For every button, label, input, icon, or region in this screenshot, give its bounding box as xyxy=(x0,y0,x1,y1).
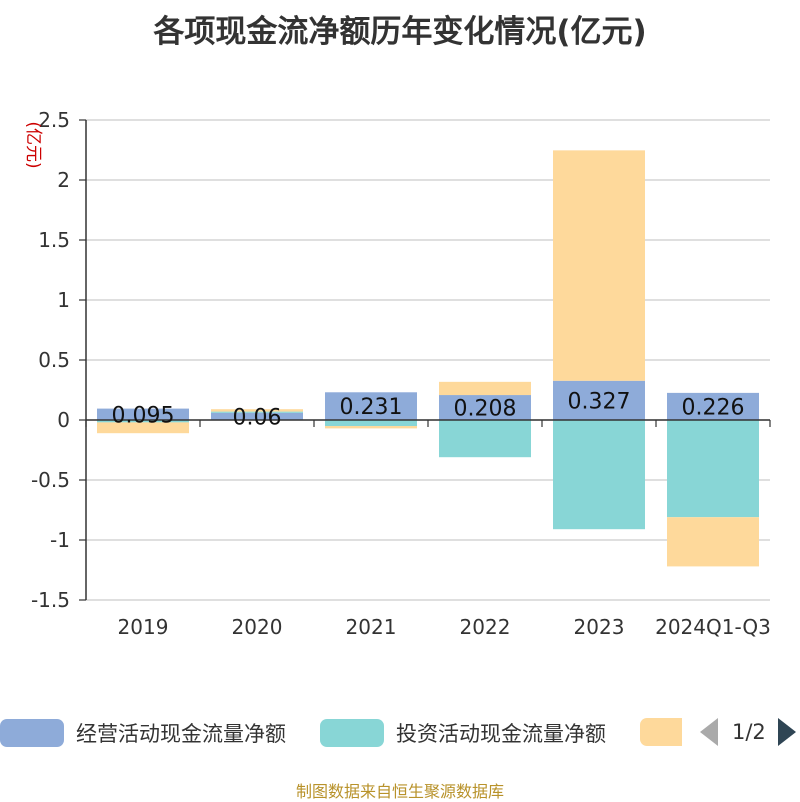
x-tick-label: 2019 xyxy=(118,615,169,639)
x-tick-label: 2022 xyxy=(460,615,511,639)
y-tick-label: -0.5 xyxy=(31,468,70,492)
y-tick-label: 0.5 xyxy=(38,348,70,372)
bar-series-2-2019[interactable] xyxy=(97,422,189,434)
bar-series-1-2020[interactable] xyxy=(211,411,303,413)
y-tick-label: 1 xyxy=(57,288,70,312)
legend: 经营活动现金流量净额 投资活动现金流量净额 1/2 xyxy=(0,716,800,756)
bar-series-0-2021[interactable] xyxy=(325,392,417,420)
bar-series-1-2019[interactable] xyxy=(97,420,189,423)
data-label: 0.095 xyxy=(112,403,175,428)
bar-series-0-2020[interactable] xyxy=(211,412,303,420)
legend-item-operating[interactable]: 经营活动现金流量净额 xyxy=(0,718,286,748)
bar-series-0-2022[interactable] xyxy=(439,395,531,420)
x-tick-label: 2024Q1-Q3 xyxy=(655,615,771,639)
y-tick-label: 1.5 xyxy=(38,228,70,252)
legend-prev-page-icon[interactable] xyxy=(700,718,718,746)
bar-series-1-2024Q1-Q3[interactable] xyxy=(667,420,759,518)
data-label: 0.06 xyxy=(233,405,282,430)
bar-series-1-2023[interactable] xyxy=(553,420,645,530)
bar-series-2-2020[interactable] xyxy=(211,409,303,412)
legend-pager: 1/2 xyxy=(700,718,796,746)
x-tick-label: 2021 xyxy=(346,615,397,639)
legend-item-financing[interactable] xyxy=(640,718,682,746)
chart-title: 各项现金流净额历年变化情况(亿元) xyxy=(153,14,647,50)
y-tick-label: 2.5 xyxy=(38,108,70,132)
bar-series-2-2023[interactable] xyxy=(553,150,645,381)
y-axis-title: (亿元) xyxy=(23,121,43,168)
data-label: 0.231 xyxy=(340,395,403,420)
y-tick-label: -1.5 xyxy=(31,588,70,612)
bar-series-0-2024Q1-Q3[interactable] xyxy=(667,392,759,420)
bar-series-2-2024Q1-Q3[interactable] xyxy=(667,517,759,567)
legend-label-operating: 经营活动现金流量净额 xyxy=(76,722,286,746)
legend-swatch-investing xyxy=(320,719,384,747)
bar-series-0-2019[interactable] xyxy=(97,408,189,420)
y-tick-label: 0 xyxy=(57,408,70,432)
data-label: 0.208 xyxy=(454,397,517,422)
x-tick-label: 2023 xyxy=(574,615,625,639)
x-tick-label: 2020 xyxy=(232,615,283,639)
bar-series-0-2023[interactable] xyxy=(553,380,645,420)
bar-series-2-2022[interactable] xyxy=(439,381,531,396)
legend-next-page-icon[interactable] xyxy=(777,718,796,746)
bar-series-1-2022[interactable] xyxy=(439,420,531,458)
source-note: 制图数据来自恒生聚源数据库 xyxy=(295,782,504,801)
bar-series-1-2021[interactable] xyxy=(325,420,417,426)
legend-swatch-financing xyxy=(640,718,682,746)
legend-swatch-operating xyxy=(0,719,64,747)
legend-item-investing[interactable]: 投资活动现金流量净额 xyxy=(320,718,606,748)
y-tick-label: 2 xyxy=(57,168,70,192)
legend-page-indicator: 1/2 xyxy=(732,720,766,744)
data-label: 0.327 xyxy=(568,389,631,414)
chart-plot: 2.5 2 1.5 1 0.5 0 -0.5 -1 -1.5 (亿元) 2019 2020 2021 20… xyxy=(23,108,771,639)
data-label: 0.226 xyxy=(682,395,745,420)
bar-series-2-2021[interactable] xyxy=(325,426,417,429)
y-tick-label: -1 xyxy=(50,528,70,552)
legend-label-investing: 投资活动现金流量净额 xyxy=(396,722,606,746)
